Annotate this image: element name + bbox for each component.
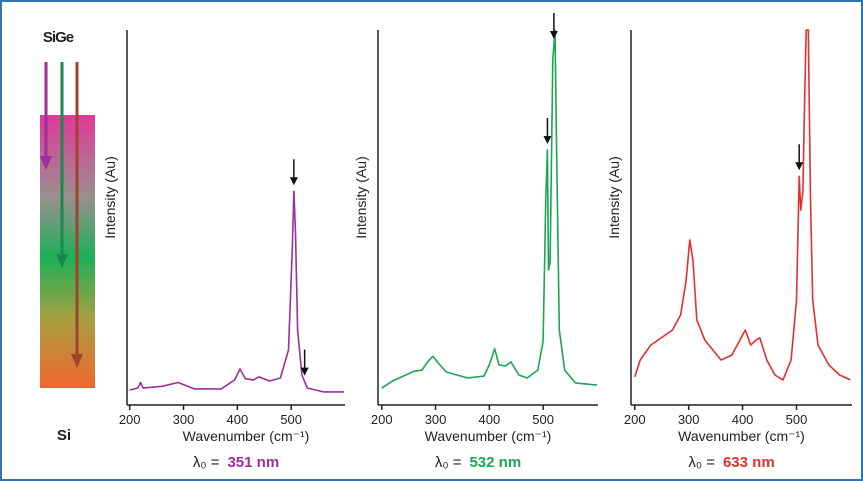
bottom-label: Si xyxy=(57,427,71,444)
laser-label: λ₀ = 633 nm xyxy=(688,454,774,471)
depth-arrows xyxy=(40,62,83,368)
arrow-head xyxy=(300,367,309,376)
top-label: SiGe xyxy=(43,29,74,46)
laser-symbol: λ₀ = xyxy=(688,454,715,471)
y-axis-label: Intensity (Au) xyxy=(102,156,118,238)
x-tick-label: 500 xyxy=(280,412,302,427)
spectrum-line xyxy=(381,29,597,389)
x-tick-label: 200 xyxy=(624,412,646,427)
x-tick-label: 400 xyxy=(732,412,754,427)
x-tick-label: 300 xyxy=(678,412,700,427)
peak-arrow xyxy=(289,159,298,186)
x-tick-label: 500 xyxy=(532,412,554,427)
arrow-head xyxy=(795,162,804,171)
x-axis-label: Wavenumber (cm⁻¹) xyxy=(183,428,310,444)
x-tick-label: 200 xyxy=(119,412,141,427)
spectrum-line xyxy=(129,190,344,393)
arrow-head xyxy=(549,31,558,39)
x-tick-label: 500 xyxy=(786,412,808,427)
peak-arrow xyxy=(300,349,309,376)
x-tick-label: 300 xyxy=(425,412,447,427)
laser-label: λ₀ = 351 nm xyxy=(193,454,279,471)
peak-arrow xyxy=(549,13,558,39)
laser-wavelength: 532 nm xyxy=(469,454,521,471)
laser-symbol: λ₀ = xyxy=(193,454,220,471)
peak-arrow xyxy=(543,118,552,144)
laser-wavelength: 351 nm xyxy=(227,454,279,471)
y-axis-label: Intensity (Au) xyxy=(606,156,622,238)
x-tick-label: 400 xyxy=(478,412,500,427)
x-tick-label: 300 xyxy=(173,412,195,427)
x-tick-label: 200 xyxy=(371,412,393,427)
arrow-head xyxy=(289,177,298,186)
spectrum-line xyxy=(634,29,851,381)
laser-wavelength: 633 nm xyxy=(723,454,775,471)
x-tick-label: 400 xyxy=(226,412,248,427)
gradient-bar xyxy=(40,115,95,388)
arrow-head xyxy=(543,136,552,144)
laser-symbol: λ₀ = xyxy=(435,454,462,471)
x-axis-label: Wavenumber (cm⁻¹) xyxy=(425,428,552,444)
laser-label: λ₀ = 532 nm xyxy=(435,454,521,471)
x-axis-label: Wavenumber (cm⁻¹) xyxy=(678,428,805,444)
y-axis-label: Intensity (Au) xyxy=(353,156,369,238)
peak-arrow xyxy=(795,144,804,171)
